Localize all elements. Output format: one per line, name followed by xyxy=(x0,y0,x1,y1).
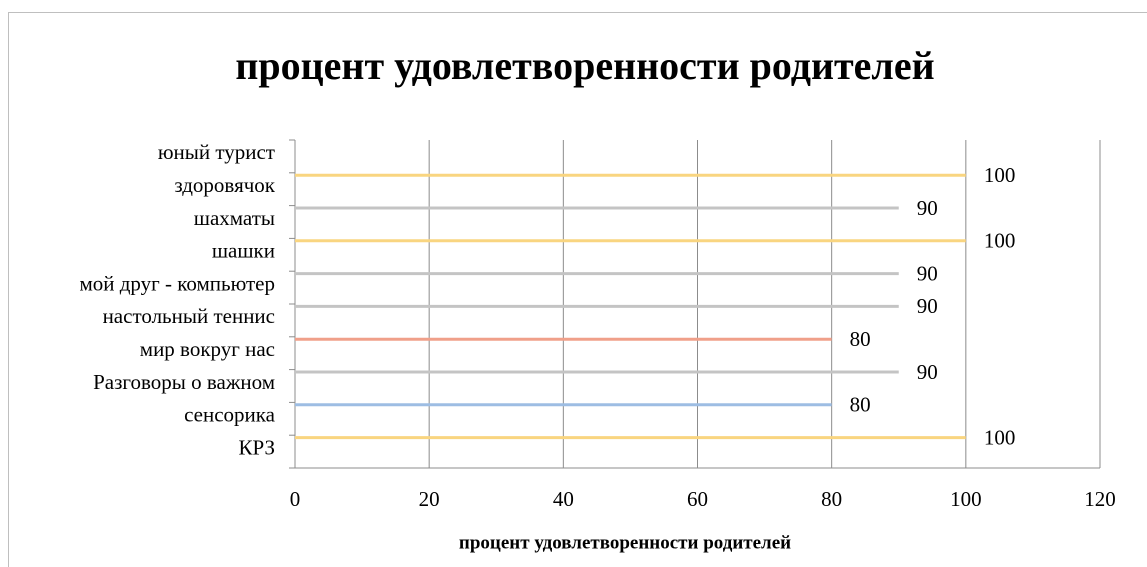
y-tick-label: юный турист xyxy=(158,140,275,164)
y-tick-label: мир вокруг нас xyxy=(140,337,275,361)
y-tick-label: здоровячок xyxy=(174,173,275,197)
y-tick-label: мой друг - компьютер xyxy=(79,271,275,295)
x-tick-label: 20 xyxy=(419,487,440,511)
y-tick-label: Разговоры о важном xyxy=(93,370,275,394)
x-tick-label: 100 xyxy=(950,487,982,511)
data-label: 80 xyxy=(850,393,871,417)
data-label: 90 xyxy=(917,360,938,384)
data-label: 100 xyxy=(984,229,1016,253)
x-tick-label: 120 xyxy=(1084,487,1116,511)
data-label: 90 xyxy=(917,294,938,318)
data-label: 100 xyxy=(984,425,1016,449)
y-tick-label: шашки xyxy=(212,239,275,263)
chart-frame xyxy=(8,12,1147,567)
chart-title: процент удовлетворенности родителей xyxy=(235,43,934,88)
x-tick-label: 80 xyxy=(821,487,842,511)
y-tick-label: КРЗ xyxy=(239,435,275,459)
y-tick-label: сенсорика xyxy=(184,403,276,427)
data-label: 100 xyxy=(984,163,1016,187)
x-tick-label: 60 xyxy=(687,487,708,511)
x-axis-label: процент удовлетворенности родителей xyxy=(459,532,791,553)
data-label: 80 xyxy=(850,327,871,351)
x-tick-label: 40 xyxy=(553,487,574,511)
y-tick-label: шахматы xyxy=(194,206,275,230)
x-tick-label: 0 xyxy=(290,487,301,511)
data-label: 90 xyxy=(917,261,938,285)
data-label: 90 xyxy=(917,196,938,220)
y-tick-label: настольный теннис xyxy=(103,304,275,328)
